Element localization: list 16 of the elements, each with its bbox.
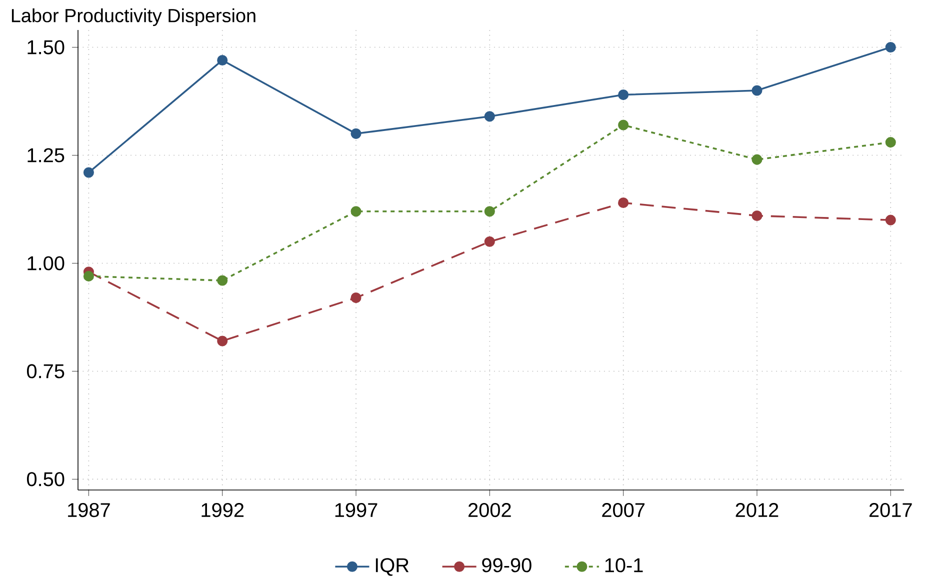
legend-label: 99-90	[482, 558, 532, 572]
chart-title: Labor Productivity Dispersion	[12, 8, 256, 26]
x-tick-label: 1992	[202, 503, 244, 518]
x-tick-label: 1997	[335, 503, 378, 518]
y-tick-label: 0.75	[26, 364, 64, 378]
x-tick-label: 2002	[468, 503, 511, 518]
legend-label: 10-1	[605, 558, 643, 572]
y-tick-label: 1.25	[28, 148, 64, 162]
x-tick-label: 2007	[602, 503, 644, 518]
y-tick-label: 1.50	[28, 40, 64, 54]
x-tick-label: 1987	[68, 503, 110, 518]
legend-label: IQR	[376, 558, 409, 576]
x-tick-label: 2017	[869, 503, 912, 518]
x-tick-label: 2012	[736, 503, 778, 518]
y-tick-label: 0.50	[26, 472, 64, 486]
y-tick-label: 1.00	[28, 256, 64, 270]
